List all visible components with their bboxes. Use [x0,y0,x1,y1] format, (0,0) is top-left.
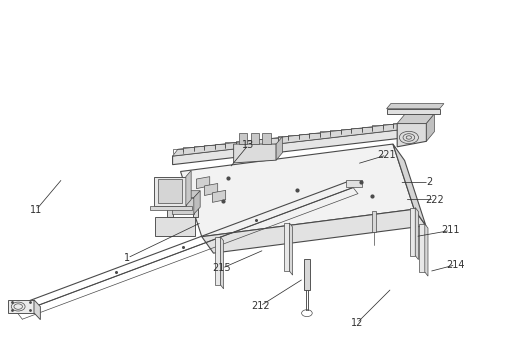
Polygon shape [181,144,414,237]
Polygon shape [276,137,282,160]
Polygon shape [186,170,191,206]
Polygon shape [410,208,415,256]
Polygon shape [215,237,220,285]
Text: 2: 2 [426,177,432,188]
Polygon shape [220,237,224,289]
Polygon shape [415,208,418,260]
Polygon shape [173,122,409,156]
Polygon shape [34,300,40,320]
Polygon shape [194,191,200,214]
Polygon shape [426,114,434,141]
Text: 222: 222 [425,194,444,205]
Polygon shape [251,133,259,144]
Text: 211: 211 [441,225,459,236]
Polygon shape [239,133,247,144]
Polygon shape [155,217,195,236]
Polygon shape [387,104,444,109]
Polygon shape [397,114,434,123]
Text: 12: 12 [350,318,363,328]
Text: 215: 215 [212,263,232,273]
Polygon shape [387,109,440,114]
Text: 214: 214 [447,260,465,270]
Polygon shape [202,209,426,253]
Polygon shape [346,180,362,187]
Polygon shape [150,206,192,210]
Polygon shape [172,198,194,214]
Polygon shape [193,194,198,217]
Polygon shape [419,224,425,272]
Polygon shape [284,223,289,271]
Polygon shape [289,223,293,275]
Polygon shape [167,194,173,217]
Polygon shape [154,177,186,206]
Text: 13: 13 [242,140,255,150]
Text: 221: 221 [377,150,396,160]
Polygon shape [204,184,218,196]
Polygon shape [212,190,226,202]
Polygon shape [304,259,310,290]
Polygon shape [158,179,182,203]
Polygon shape [172,191,200,198]
Polygon shape [8,300,34,313]
Polygon shape [173,129,404,165]
Text: 1: 1 [124,253,131,263]
Polygon shape [262,133,271,144]
Polygon shape [234,144,276,163]
Text: 212: 212 [251,301,270,311]
Text: 11: 11 [30,205,42,215]
Polygon shape [393,144,426,226]
Polygon shape [372,211,376,232]
Polygon shape [397,123,426,147]
Polygon shape [196,177,210,189]
Polygon shape [425,224,428,276]
